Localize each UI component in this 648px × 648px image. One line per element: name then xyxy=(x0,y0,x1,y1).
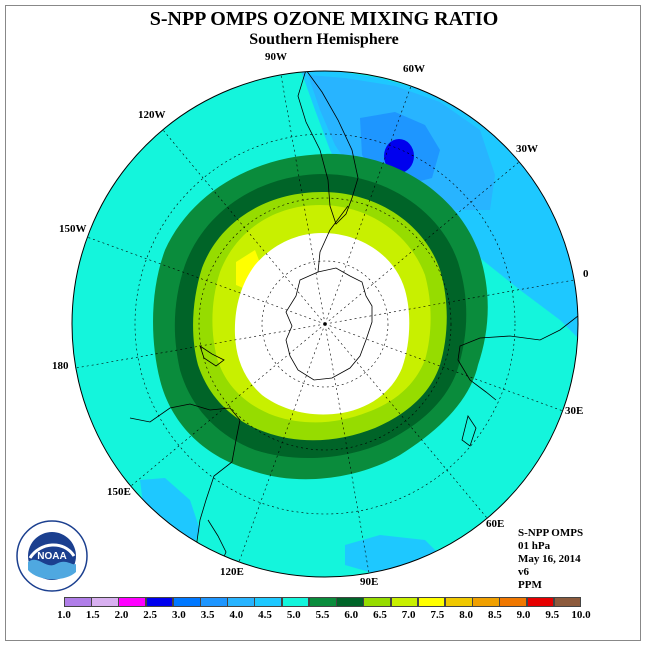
colorbar-swatch xyxy=(390,597,419,607)
colorbar-label: 2.5 xyxy=(143,609,158,621)
colorbar-swatch xyxy=(145,597,174,607)
colorbar-label: 1.0 xyxy=(57,609,71,621)
lon-label-150e: 150E xyxy=(107,486,131,498)
colorbar-swatch xyxy=(118,597,147,607)
colorbar-label: 2.0 xyxy=(114,609,129,621)
colorbar-label: 4.0 xyxy=(229,609,244,621)
info-version: v6 xyxy=(518,566,529,578)
colorbar-label: 3.5 xyxy=(200,609,215,621)
coast-africa xyxy=(457,315,578,401)
meridian-line xyxy=(324,323,564,412)
colorbar-label: 8.0 xyxy=(459,609,473,621)
lon-label-60w: 60W xyxy=(403,63,425,75)
colorbar-label: 5.0 xyxy=(286,609,301,621)
colorbar-swatch xyxy=(499,597,528,607)
colorbar-label: 9.5 xyxy=(545,609,560,621)
colorbar-swatch xyxy=(363,597,392,607)
meridian-line xyxy=(75,323,326,369)
coast-south-america xyxy=(297,71,359,225)
meridian-line xyxy=(324,323,488,519)
field-no-data xyxy=(234,233,410,415)
colorbar-label: 10.0 xyxy=(571,609,591,621)
colorbar-swatch xyxy=(64,597,92,607)
noaa-logo-text: NOAA xyxy=(37,551,66,562)
colorbar-swatch xyxy=(444,597,473,607)
meridian-line xyxy=(238,323,326,563)
meridian-line xyxy=(130,323,326,487)
meridian-line xyxy=(86,236,326,325)
colorbar-label: 6.5 xyxy=(373,609,387,621)
coast-madagascar xyxy=(461,415,477,447)
lon-label-120e: 120E xyxy=(220,566,244,578)
colorbar-swatch xyxy=(336,597,364,607)
meridian-line xyxy=(280,74,326,325)
colorbar-swatch xyxy=(200,597,228,607)
lon-label-0: 0 xyxy=(583,268,589,280)
coast-antarctic-peninsula xyxy=(317,205,349,273)
coast-australia xyxy=(129,403,241,561)
latitude-circle xyxy=(261,260,389,388)
colorbar-swatch xyxy=(254,597,283,607)
colorbar-swatch xyxy=(281,597,310,607)
noaa-logo: NOAA xyxy=(16,520,88,592)
colorbar-swatch xyxy=(172,597,201,607)
meridian-line xyxy=(162,129,326,325)
info-level: 01 hPa xyxy=(518,540,551,552)
colorbar-swatch xyxy=(553,597,582,607)
colorbar-swatch xyxy=(308,597,337,607)
meridian-line xyxy=(324,85,412,325)
lon-label-90e: 90E xyxy=(360,576,379,588)
lon-label-180: 180 xyxy=(52,360,69,372)
map-boundary xyxy=(71,70,579,578)
colorbar-label: 7.0 xyxy=(401,609,416,621)
map-subtitle: Southern Hemisphere xyxy=(249,31,399,48)
info-instrument: S-NPP OMPS xyxy=(518,527,584,539)
graticule xyxy=(75,74,575,574)
field-4.5-5.0-indian xyxy=(345,535,440,575)
meridian-line xyxy=(324,323,370,574)
lon-label-30e: 30E xyxy=(565,405,584,417)
latitude-circle xyxy=(198,197,452,451)
lon-label-150w: 150W xyxy=(59,223,87,235)
meridian-line xyxy=(324,161,520,325)
colorbar-label: 8.5 xyxy=(487,609,502,621)
latitude-circle xyxy=(134,133,516,515)
colorbar-label: 7.5 xyxy=(430,609,445,621)
lon-label-90w: 90W xyxy=(265,51,287,63)
figure-frame xyxy=(5,5,641,641)
colorbar-swatch xyxy=(227,597,255,607)
colorbar-label: 1.5 xyxy=(85,609,100,621)
colorbar-swatch xyxy=(472,597,500,607)
colorbar-label: 3.0 xyxy=(172,609,186,621)
field-3.0-3.5 xyxy=(384,139,414,173)
colorbar-swatch xyxy=(526,597,555,607)
lon-label-60e: 60E xyxy=(486,518,505,530)
south-pole-marker xyxy=(323,322,327,326)
colorbar-swatch xyxy=(91,597,119,607)
colorbar-label: 9.0 xyxy=(516,609,531,621)
colorbar-swatch xyxy=(417,597,446,607)
coast-new-zealand xyxy=(199,345,225,367)
colorbar-label: 5.5 xyxy=(315,609,330,621)
coast-antarctica xyxy=(285,267,373,381)
meridian-line xyxy=(324,279,575,325)
lon-label-120w: 120W xyxy=(138,109,166,121)
map-title: S-NPP OMPS OZONE MIXING RATIO xyxy=(149,8,499,30)
field-7.5-8.0 xyxy=(236,250,262,290)
lon-label-30w: 30W xyxy=(516,143,538,155)
colorbar-label: 6.0 xyxy=(344,609,359,621)
colorbar-label: 4.5 xyxy=(258,609,272,621)
info-date: May 16, 2014 xyxy=(518,553,581,565)
info-units: PPM xyxy=(518,579,542,591)
